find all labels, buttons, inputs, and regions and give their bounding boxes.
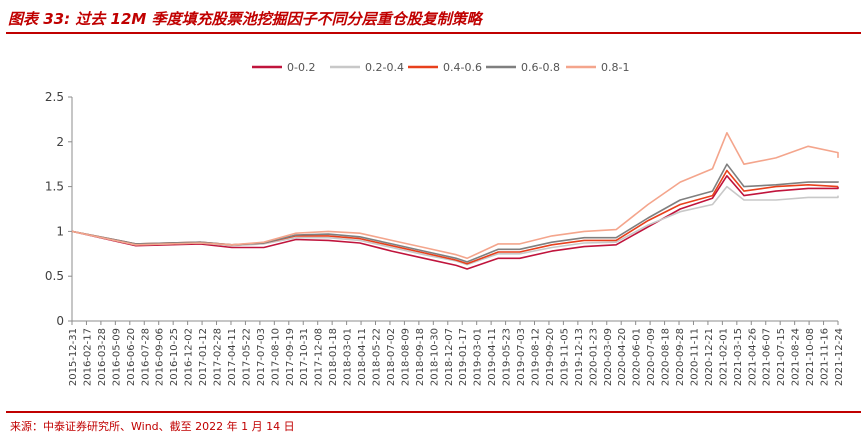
series-line-0 — [71, 175, 839, 270]
y-tick-label: 0.5 — [45, 269, 64, 283]
x-tick-label: 2020-08-18 — [661, 328, 672, 386]
y-tick-label: 1 — [56, 224, 64, 238]
x-tick-label: 2020-06-01 — [632, 328, 643, 386]
y-tick-label: 0 — [56, 314, 64, 328]
figure-title: 图表 33: 过去 12M 季度填充股票池挖掘因子不同分层重仓股复制策略 — [8, 10, 482, 28]
x-tick-label: 2020-03-09 — [603, 328, 614, 386]
x-tick-label: 2021-08-24 — [791, 328, 802, 386]
x-tick-label: 2016-05-09 — [111, 328, 122, 386]
x-tick-label: 2018-01-18 — [328, 328, 339, 386]
x-tick-label: 2017-10-31 — [299, 328, 310, 386]
x-tick-label: 2019-11-05 — [559, 328, 570, 386]
x-tick-label: 2016-12-02 — [184, 328, 195, 386]
x-tick-label: 2017-09-19 — [285, 328, 296, 386]
x-tick-label: 2017-05-22 — [241, 328, 252, 386]
x-tick-label: 2016-06-20 — [126, 328, 137, 386]
x-tick-label: 2017-01-12 — [198, 328, 209, 386]
x-tick-label: 2016-07-28 — [140, 328, 151, 386]
x-tick-label: 2020-12-21 — [704, 328, 715, 386]
x-tick-label: 2016-02-17 — [82, 328, 93, 386]
x-tick-label: 2018-08-09 — [400, 328, 411, 386]
x-tick-label: 2018-04-11 — [357, 328, 368, 386]
x-tick-label: 2021-02-01 — [718, 328, 729, 386]
legend-label: 0.4-0.6 — [443, 61, 482, 74]
x-tick-label: 2019-05-23 — [502, 328, 513, 386]
x-tick-label: 2018-05-22 — [372, 328, 383, 386]
title-bar: 图表 33: 过去 12M 季度填充股票池挖掘因子不同分层重仓股复制策略 — [6, 6, 861, 34]
x-tick-label: 2018-12-07 — [444, 328, 455, 386]
x-tick-label: 2021-06-07 — [762, 328, 773, 386]
x-tick-label: 2021-07-15 — [776, 328, 787, 386]
x-tick-label: 2021-04-26 — [747, 328, 758, 386]
source-bar: 来源：中泰证券研究所、Wind、截至 2022 年 1 月 14 日 — [6, 411, 861, 435]
x-tick-label: 2019-04-11 — [487, 328, 498, 386]
line-chart: 0-0.2 0.2-0.4 0.4-0.6 0.6-0.8 0.8-1 0 0.5 1 1.5… — [45, 61, 845, 386]
x-tick-label: 2016-09-06 — [155, 328, 166, 386]
legend-label: 0-0.2 — [287, 61, 315, 74]
x-tick-label: 2017-02-28 — [213, 328, 224, 386]
legend-label: 0.8-1 — [601, 61, 629, 74]
x-tick-label: 2019-01-17 — [458, 328, 469, 386]
x-tick-label: 2017-08-10 — [270, 328, 281, 386]
x-tick-label: 2020-04-20 — [617, 328, 628, 386]
x-tick-label: 2018-03-01 — [343, 328, 354, 386]
x-tick-label: 2020-09-28 — [675, 328, 686, 386]
x-tick-label: 2021-12-24 — [834, 328, 845, 386]
x-tick-label: 2020-07-09 — [646, 328, 657, 386]
series-line-4 — [71, 132, 839, 260]
x-tick-label: 2016-03-28 — [97, 328, 108, 386]
x-tick-label: 2016-10-25 — [169, 328, 180, 386]
x-tick-label: 2021-11-16 — [820, 328, 831, 386]
x-tick-label: 2017-12-08 — [314, 328, 325, 386]
x-tick-label: 2019-07-03 — [516, 328, 527, 386]
x-tick-label: 2021-03-15 — [733, 328, 744, 386]
legend-label: 0.2-0.4 — [365, 61, 404, 74]
y-tick-label: 1.5 — [45, 180, 64, 194]
x-tick-label: 2018-09-18 — [415, 328, 426, 386]
x-tick-label: 2019-09-20 — [545, 328, 556, 386]
chart-legend: 0-0.2 0.2-0.4 0.4-0.6 0.6-0.8 0.8-1 — [252, 61, 629, 74]
legend-label: 0.6-0.8 — [521, 61, 560, 74]
x-tick-label: 2019-12-13 — [574, 328, 585, 386]
y-axis: 0 0.5 1 1.5 2 2.5 — [45, 90, 73, 328]
series-line-1 — [71, 185, 839, 266]
x-tick-label: 2015-12-31 — [68, 328, 79, 386]
x-tick-label: 2020-01-23 — [588, 328, 599, 386]
x-tick-label: 2021-10-08 — [805, 328, 816, 386]
x-tick-label: 2019-03-01 — [473, 328, 484, 386]
plot-area — [71, 132, 839, 270]
y-tick-label: 2 — [56, 135, 64, 149]
x-tick-label: 2018-07-02 — [386, 328, 397, 386]
x-tick-label: 2018-10-30 — [429, 328, 440, 386]
series-line-3 — [71, 163, 839, 263]
x-tick-label: 2017-07-03 — [256, 328, 267, 386]
y-tick-label: 2.5 — [45, 90, 64, 104]
x-tick-label: 2017-04-11 — [227, 328, 238, 386]
series-line-2 — [71, 169, 839, 265]
x-tick-label: 2020-11-11 — [689, 328, 700, 386]
source-note: 来源：中泰证券研究所、Wind、截至 2022 年 1 月 14 日 — [10, 420, 295, 433]
x-tick-label: 2019-08-12 — [530, 328, 541, 386]
x-axis: 2015-12-31 2016-02-17 2016-03-28 2016-05-09… — [68, 320, 845, 386]
